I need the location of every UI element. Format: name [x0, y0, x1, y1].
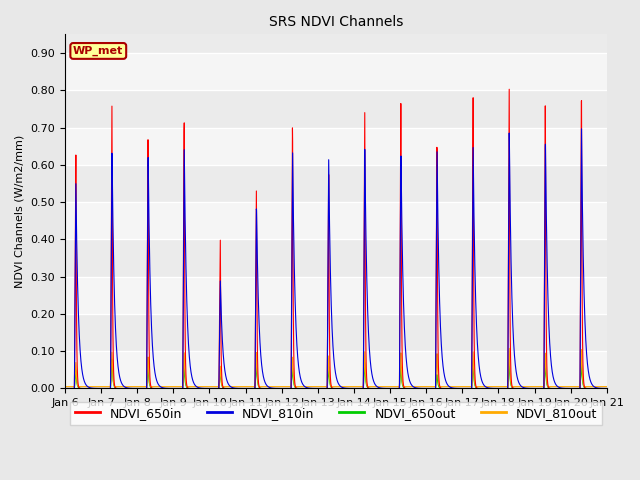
NDVI_810in — [520, 385, 528, 391]
NDVI_810in — [405, 376, 413, 382]
NDVI_650out — [406, 385, 413, 391]
NDVI_810out — [603, 384, 611, 389]
NDVI_650in — [520, 385, 528, 391]
NDVI_810in — [172, 385, 180, 391]
NDVI_650in — [61, 385, 69, 391]
NDVI_810in — [603, 385, 611, 391]
NDVI_650in — [597, 385, 605, 391]
Line: NDVI_650out: NDVI_650out — [65, 360, 607, 388]
NDVI_810out — [405, 384, 413, 389]
Line: NDVI_810out: NDVI_810out — [65, 348, 607, 386]
NDVI_810out — [506, 346, 513, 351]
Line: NDVI_810in: NDVI_810in — [65, 129, 607, 388]
NDVI_810out — [61, 384, 69, 389]
Bar — [65, 202, 607, 240]
NDVI_650out — [488, 385, 495, 391]
NDVI_650in — [405, 385, 413, 391]
NDVI_650out — [61, 385, 69, 391]
NDVI_810out — [172, 384, 180, 389]
NDVI_650out — [108, 357, 116, 362]
NDVI_810out — [597, 384, 605, 389]
NDVI_810in — [488, 385, 495, 391]
NDVI_650in — [453, 385, 461, 391]
Bar — [65, 276, 607, 314]
Legend: NDVI_650in, NDVI_810in, NDVI_650out, NDVI_810out: NDVI_650in, NDVI_810in, NDVI_650out, NDV… — [70, 402, 602, 425]
NDVI_650out — [453, 385, 461, 391]
Text: WP_met: WP_met — [73, 46, 124, 56]
NDVI_650in — [488, 385, 495, 391]
NDVI_650out — [597, 385, 605, 391]
NDVI_650out — [520, 385, 528, 391]
Bar — [65, 351, 607, 388]
NDVI_650out — [603, 385, 611, 391]
NDVI_810out — [453, 384, 461, 389]
NDVI_810out — [488, 384, 495, 389]
NDVI_810in — [61, 385, 69, 391]
Y-axis label: NDVI Channels (W/m2/mm): NDVI Channels (W/m2/mm) — [15, 135, 25, 288]
NDVI_650in — [506, 86, 513, 92]
NDVI_650out — [172, 385, 180, 391]
NDVI_650in — [603, 385, 611, 391]
NDVI_810in — [453, 385, 461, 391]
NDVI_810in — [597, 385, 605, 391]
NDVI_810in — [578, 126, 586, 132]
Line: NDVI_650in: NDVI_650in — [65, 89, 607, 388]
NDVI_650in — [172, 385, 180, 391]
Bar — [65, 128, 607, 165]
Title: SRS NDVI Channels: SRS NDVI Channels — [269, 15, 403, 29]
NDVI_810out — [520, 384, 528, 389]
Bar — [65, 53, 607, 90]
